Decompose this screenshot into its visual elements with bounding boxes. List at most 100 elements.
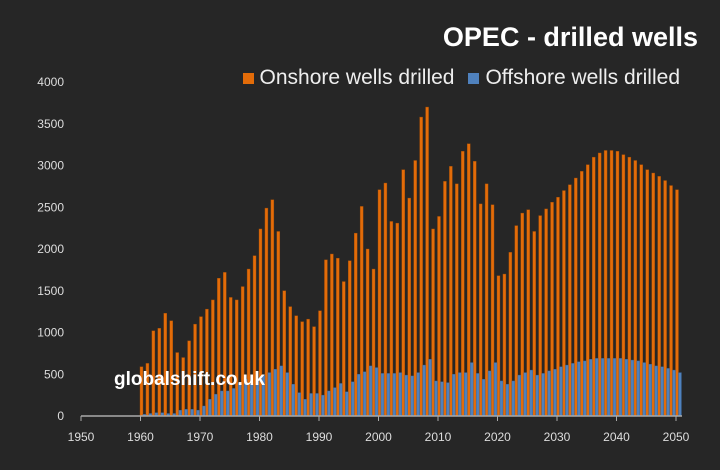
onshore-bar-1993: [336, 257, 340, 417]
onshore-bar-2006: [413, 160, 417, 417]
y-tick-label: 2500: [37, 200, 64, 214]
onshore-bar-1988: [306, 318, 310, 417]
onshore-bar-2021: [502, 273, 507, 417]
offshore-bar-1988: [309, 393, 313, 417]
offshore-bar-2042: [630, 359, 635, 417]
onshore-bar-2035: [586, 164, 590, 417]
offshore-bar-2038: [606, 358, 611, 417]
onshore-bar-1995: [348, 260, 352, 417]
offshore-bar-2039: [612, 358, 617, 417]
offshore-bar-1991: [327, 390, 331, 417]
offshore-bar-2047: [660, 366, 664, 417]
onshore-bar-2004: [401, 169, 405, 417]
onshore-bar-1987: [300, 321, 304, 417]
x-tick-label: 2000: [365, 430, 392, 444]
offshore-bar-2044: [642, 362, 646, 417]
offshore-bar-1972: [214, 394, 218, 417]
legend-label-onshore: Onshore wells drilled: [259, 66, 455, 89]
onshore-bar-2015: [467, 143, 471, 417]
onshore-bar-1978: [246, 268, 251, 417]
offshore-bar-2026: [535, 374, 539, 417]
offshore-bar-2009: [434, 380, 438, 417]
onshore-bar-1975: [229, 297, 233, 417]
y-tick-label: 2000: [37, 242, 64, 256]
offshore-bar-1999: [374, 367, 379, 417]
offshore-bar-1968: [190, 409, 194, 417]
offshore-bar-2015: [470, 362, 474, 417]
legend: Onshore wells drilled Offshore wells dri…: [242, 66, 680, 90]
offshore-bar-1994: [345, 391, 349, 417]
offshore-bar-1983: [279, 365, 284, 417]
onshore-bar-2040: [615, 151, 620, 417]
x-tick-label: 1950: [68, 430, 95, 444]
onshore-bar-1999: [371, 268, 376, 417]
onshore-bar-2045: [645, 169, 649, 417]
legend-swatch-onshore: [242, 72, 254, 84]
offshore-bar-1974: [226, 390, 230, 417]
offshore-bar-2004: [404, 374, 408, 417]
onshore-bar-2001: [383, 182, 388, 417]
offshore-bar-2041: [624, 359, 629, 417]
y-tick-label: 1000: [37, 326, 64, 340]
onshore-bar-1986: [294, 315, 298, 417]
offshore-bar-2007: [422, 364, 426, 417]
offshore-bar-2011: [446, 382, 450, 417]
onshore-bar-1998: [365, 248, 370, 417]
offshore-bar-2017: [481, 379, 486, 417]
onshore-bar-1976: [234, 299, 239, 417]
onshore-bar-2031: [562, 190, 566, 417]
offshore-bar-2043: [636, 360, 641, 417]
onshore-bar-2003: [395, 222, 400, 417]
offshore-bar-1982: [273, 369, 278, 417]
offshore-bar-2030: [559, 366, 563, 417]
offshore-bar-2050: [678, 372, 682, 417]
onshore-bar-2007: [419, 116, 423, 417]
onshore-bar-2024: [520, 212, 524, 417]
offshore-bar-2000: [380, 373, 385, 417]
y-tick-label: 3500: [37, 117, 64, 131]
offshore-bar-1971: [208, 399, 212, 417]
offshore-bar-2014: [464, 372, 468, 417]
onshore-bar-2011: [443, 181, 447, 417]
onshore-bar-2033: [574, 177, 578, 417]
offshore-bar-2049: [672, 369, 676, 417]
offshore-bar-2025: [529, 369, 533, 417]
x-tick-label: 2050: [663, 430, 690, 444]
x-tick-label: 1980: [246, 430, 273, 444]
offshore-bar-1995: [351, 381, 355, 417]
onshore-bar-2012: [449, 166, 453, 417]
onshore-bar-2037: [597, 152, 602, 417]
onshore-bar-1979: [252, 255, 257, 417]
offshore-bar-1969: [196, 409, 200, 417]
offshore-bar-1993: [339, 383, 343, 417]
offshore-bar-2010: [440, 381, 444, 417]
offshore-bar-1981: [267, 372, 272, 417]
onshore-bar-1990: [318, 310, 322, 417]
onshore-bar-2025: [526, 209, 530, 417]
offshore-bar-2024: [523, 372, 527, 417]
offshore-bar-2001: [386, 373, 391, 417]
legend-swatch-offshore: [468, 72, 480, 84]
y-tick-label: 3000: [37, 159, 64, 173]
onshore-bar-2044: [639, 164, 643, 417]
offshore-bar-2046: [654, 365, 658, 417]
onshore-bar-1971: [205, 308, 209, 417]
x-tick-label: 1990: [306, 430, 333, 444]
onshore-bar-2000: [377, 189, 382, 417]
onshore-bar-2050: [675, 189, 679, 417]
onshore-bar-2005: [407, 197, 411, 417]
onshore-bar-2039: [609, 150, 614, 417]
offshore-bar-1984: [285, 372, 289, 417]
offshore-bar-2032: [571, 363, 575, 417]
onshore-bar-1964: [163, 313, 167, 417]
onshore-bar-1974: [223, 272, 227, 417]
onshore-bar-1996: [354, 232, 358, 417]
offshore-bar-1967: [184, 409, 188, 417]
onshore-bar-1982: [270, 199, 275, 417]
offshore-bar-2018: [487, 370, 492, 417]
watermark: globalshift.co.uk: [114, 369, 265, 390]
onshore-bar-2009: [431, 228, 435, 417]
offshore-bar-1996: [356, 374, 361, 417]
offshore-bar-2022: [511, 380, 516, 417]
